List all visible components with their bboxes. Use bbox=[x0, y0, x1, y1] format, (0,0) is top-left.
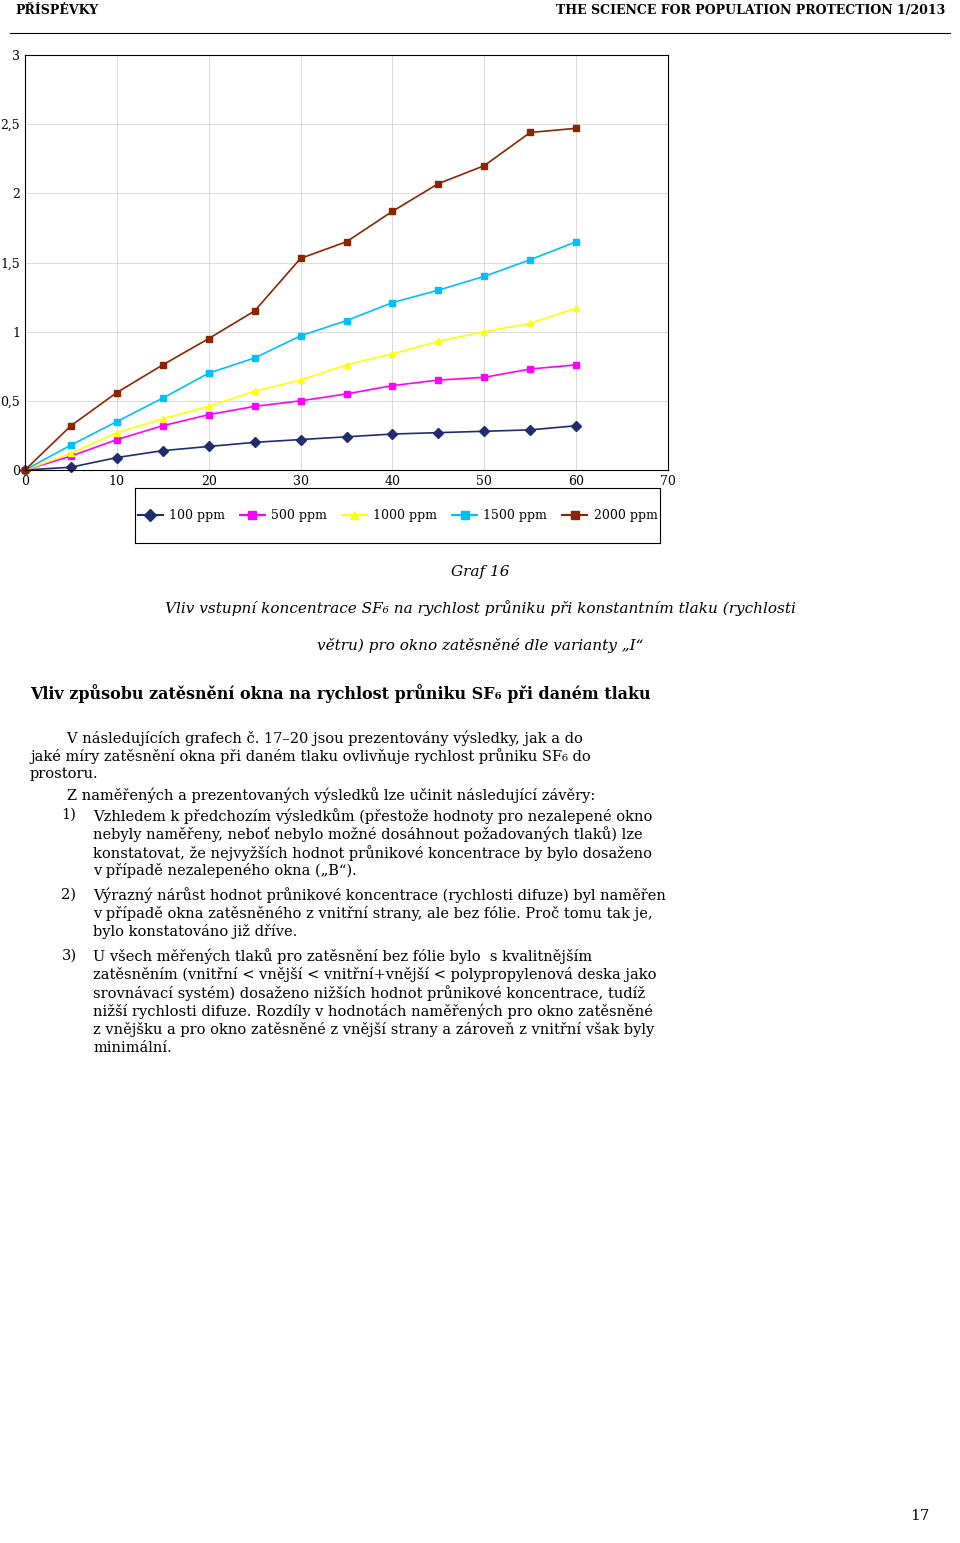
1000 ppm bbox=[65, 444, 77, 463]
1000 ppm bbox=[295, 370, 306, 389]
2000 ppm bbox=[19, 461, 31, 480]
1500 ppm bbox=[249, 349, 260, 367]
Text: 3): 3) bbox=[61, 949, 77, 963]
100 ppm bbox=[19, 461, 31, 480]
100 ppm bbox=[478, 421, 490, 440]
2000 ppm bbox=[111, 383, 123, 401]
1000 ppm bbox=[341, 355, 352, 373]
Text: nižší rychlosti difuze. Rozdíly v hodnotách naměřených pro okno zatěsněné: nižší rychlosti difuze. Rozdíly v hodnot… bbox=[93, 1004, 653, 1020]
Text: v případě okna zatěsněného z vnitřní strany, ale bez fólie. Proč tomu tak je,: v případě okna zatěsněného z vnitřní str… bbox=[93, 906, 653, 921]
Line: 100 ppm: 100 ppm bbox=[21, 423, 580, 474]
1000 ppm bbox=[19, 461, 31, 480]
1500 ppm bbox=[65, 435, 77, 454]
Text: Vliv způsobu zatěsnění okna na rychlost průniku SF₆ při daném tlaku: Vliv způsobu zatěsnění okna na rychlost … bbox=[30, 684, 651, 704]
500 ppm bbox=[203, 406, 214, 424]
2000 ppm bbox=[203, 329, 214, 347]
1000 ppm bbox=[203, 397, 214, 415]
500 ppm bbox=[387, 376, 398, 395]
500 ppm bbox=[478, 369, 490, 387]
Text: srovnávací systém) dosaženo nižších hodnot průnikové koncentrace, tudíž: srovnávací systém) dosaženo nižších hodn… bbox=[93, 986, 645, 1001]
100 ppm bbox=[157, 441, 169, 460]
500 ppm bbox=[524, 360, 536, 378]
Text: nebyly naměřeny, neboť nebylo možné dosáhnout požadovaných tlaků) lze: nebyly naměřeny, neboť nebylo možné dosá… bbox=[93, 826, 642, 842]
Line: 500 ppm: 500 ppm bbox=[21, 361, 580, 474]
2000 ppm bbox=[570, 119, 582, 137]
500 ppm bbox=[157, 417, 169, 435]
Line: 1000 ppm: 1000 ppm bbox=[21, 304, 580, 474]
2000 ppm bbox=[433, 174, 444, 193]
Text: prostoru.: prostoru. bbox=[30, 767, 99, 781]
Text: U všech měřených tlaků pro zatěsnění bez fólie bylo  s kvalitnějším: U všech měřených tlaků pro zatěsnění bez… bbox=[93, 949, 592, 964]
Text: 17: 17 bbox=[911, 1509, 930, 1523]
100 ppm bbox=[570, 417, 582, 435]
Line: 1500 ppm: 1500 ppm bbox=[21, 238, 580, 474]
100 ppm bbox=[524, 421, 536, 440]
100 ppm bbox=[387, 424, 398, 443]
Text: THE SCIENCE FOR POPULATION PROTECTION 1/2013: THE SCIENCE FOR POPULATION PROTECTION 1/… bbox=[556, 5, 945, 17]
Text: bylo konstatováno již dříve.: bylo konstatováno již dříve. bbox=[93, 924, 298, 940]
100 ppm bbox=[111, 449, 123, 468]
100 ppm bbox=[65, 458, 77, 477]
1500 ppm bbox=[19, 461, 31, 480]
Text: PŘÍSPĖVKY: PŘÍSPĖVKY bbox=[15, 5, 98, 17]
Text: 2): 2) bbox=[61, 887, 77, 901]
1000 ppm bbox=[157, 409, 169, 427]
Line: 2000 ppm: 2000 ppm bbox=[21, 125, 580, 474]
Text: Z naměřených a prezentovaných výsledků lze učinit následující závěry:: Z naměřených a prezentovaných výsledků l… bbox=[30, 787, 595, 804]
1500 ppm bbox=[433, 281, 444, 299]
2000 ppm bbox=[524, 123, 536, 142]
2000 ppm bbox=[341, 233, 352, 252]
500 ppm bbox=[570, 355, 582, 373]
1500 ppm bbox=[203, 364, 214, 383]
100 ppm bbox=[295, 430, 306, 449]
100 ppm bbox=[433, 423, 444, 441]
Text: zatěsněním (vnitřní < vnější < vnitřní+vnější < polypropylenová deska jako: zatěsněním (vnitřní < vnější < vnitřní+v… bbox=[93, 967, 657, 981]
Text: z vnějšku a pro okno zatěsněné z vnější strany a zároveň z vnitřní však byly: z vnějšku a pro okno zatěsněné z vnější … bbox=[93, 1023, 655, 1037]
500 ppm bbox=[111, 430, 123, 449]
1000 ppm bbox=[524, 315, 536, 333]
500 ppm bbox=[19, 461, 31, 480]
2000 ppm bbox=[478, 156, 490, 174]
Text: 1): 1) bbox=[61, 807, 77, 822]
1500 ppm bbox=[157, 389, 169, 407]
1500 ppm bbox=[524, 250, 536, 268]
2000 ppm bbox=[65, 417, 77, 435]
100 ppm bbox=[203, 437, 214, 455]
Text: konstatovat, že nejvyžších hodnot průnikové koncentrace by bylo dosaženo: konstatovat, že nejvyžších hodnot průnik… bbox=[93, 844, 652, 861]
Text: Graf 16: Graf 16 bbox=[451, 565, 509, 579]
1500 ppm bbox=[478, 267, 490, 285]
Text: jaké míry zatěsnění okna při daném tlaku ovlivňuje rychlost průniku SF₆ do: jaké míry zatěsnění okna při daném tlaku… bbox=[30, 748, 590, 764]
1000 ppm bbox=[111, 423, 123, 441]
1000 ppm bbox=[570, 299, 582, 318]
100 ppm bbox=[341, 427, 352, 446]
1500 ppm bbox=[570, 233, 582, 252]
500 ppm bbox=[295, 392, 306, 410]
Text: minimální.: minimální. bbox=[93, 1042, 172, 1055]
Text: v případě nezalepeného okna („B“).: v případě nezalepeného okna („B“). bbox=[93, 863, 357, 878]
1500 ppm bbox=[387, 293, 398, 312]
100 ppm bbox=[249, 434, 260, 452]
1000 ppm bbox=[433, 332, 444, 350]
Text: Vliv vstupní koncentrace SF₆ na rychlost průniku při konstantním tlaku (rychlost: Vliv vstupní koncentrace SF₆ na rychlost… bbox=[164, 600, 796, 616]
2000 ppm bbox=[295, 248, 306, 267]
Legend: 100 ppm, 500 ppm, 1000 ppm, 1500 ppm, 2000 ppm: 100 ppm, 500 ppm, 1000 ppm, 1500 ppm, 20… bbox=[132, 505, 662, 528]
2000 ppm bbox=[249, 302, 260, 321]
500 ppm bbox=[65, 447, 77, 466]
1000 ppm bbox=[478, 322, 490, 341]
1500 ppm bbox=[111, 412, 123, 430]
Text: Výrazný nárůst hodnot průnikové koncentrace (rychlosti difuze) byl naměřen: Výrazný nárůst hodnot průnikové koncentr… bbox=[93, 887, 666, 903]
1500 ppm bbox=[341, 312, 352, 330]
Text: Vzhledem k předchozím výsledkům (přestože hodnoty pro nezalepené okno: Vzhledem k předchozím výsledkům (přestož… bbox=[93, 807, 653, 824]
1000 ppm bbox=[387, 344, 398, 363]
Text: V následujících grafech č. 17–20 jsou prezentovány výsledky, jak a do: V následujících grafech č. 17–20 jsou pr… bbox=[30, 730, 583, 745]
2000 ppm bbox=[157, 355, 169, 373]
X-axis label: t [min]: t [min] bbox=[323, 494, 371, 508]
2000 ppm bbox=[387, 202, 398, 221]
500 ppm bbox=[433, 370, 444, 389]
500 ppm bbox=[341, 384, 352, 403]
Text: větru) pro okno zatěsněné dle varianty „I“: větru) pro okno zatěsněné dle varianty „… bbox=[317, 637, 643, 653]
500 ppm bbox=[249, 397, 260, 415]
1000 ppm bbox=[249, 381, 260, 400]
1500 ppm bbox=[295, 327, 306, 346]
